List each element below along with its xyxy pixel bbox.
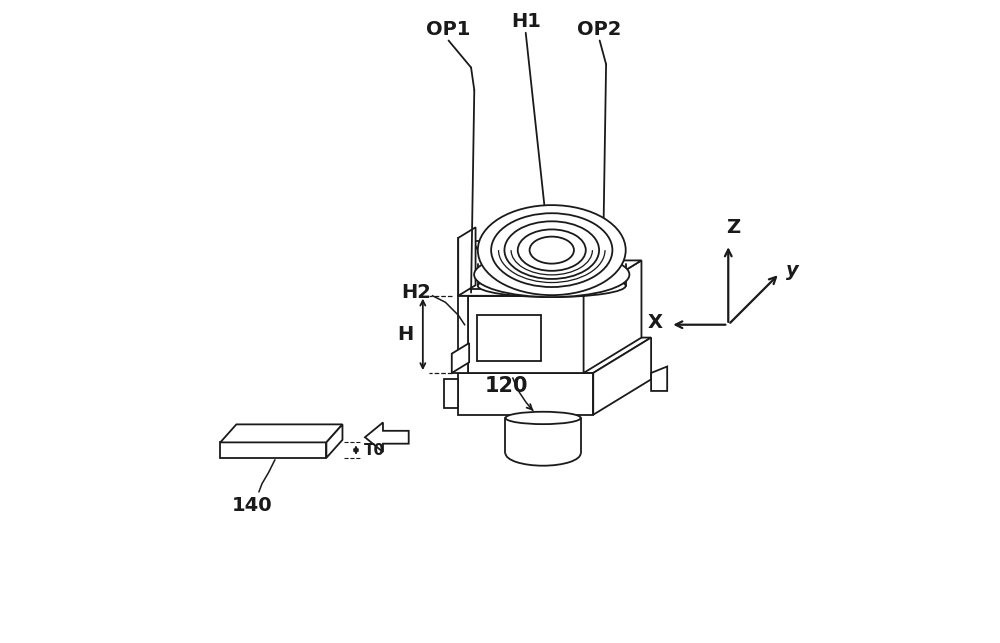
- Polygon shape: [458, 238, 503, 296]
- Polygon shape: [326, 424, 342, 458]
- Text: OP2: OP2: [577, 19, 622, 39]
- Polygon shape: [468, 260, 641, 296]
- Text: 140: 140: [232, 496, 273, 516]
- Polygon shape: [452, 343, 469, 373]
- Polygon shape: [584, 260, 641, 373]
- Polygon shape: [220, 442, 326, 458]
- Text: H2: H2: [401, 283, 431, 302]
- Text: H: H: [397, 325, 413, 344]
- Ellipse shape: [491, 213, 612, 287]
- Polygon shape: [651, 367, 667, 391]
- Ellipse shape: [505, 412, 581, 424]
- Polygon shape: [468, 296, 584, 373]
- Text: OP1: OP1: [426, 19, 471, 39]
- Polygon shape: [458, 338, 651, 373]
- Text: T0: T0: [364, 442, 385, 458]
- Polygon shape: [452, 296, 468, 373]
- Polygon shape: [220, 424, 342, 442]
- Ellipse shape: [478, 275, 626, 297]
- Polygon shape: [458, 373, 593, 415]
- Polygon shape: [593, 338, 651, 415]
- Ellipse shape: [478, 205, 626, 295]
- Polygon shape: [365, 422, 409, 452]
- Text: y: y: [786, 260, 799, 280]
- Ellipse shape: [530, 237, 574, 264]
- Text: 120: 120: [485, 376, 528, 396]
- Ellipse shape: [518, 230, 586, 271]
- Polygon shape: [458, 228, 476, 296]
- Text: X: X: [648, 313, 663, 332]
- Text: Z: Z: [726, 217, 740, 237]
- Ellipse shape: [504, 221, 599, 279]
- Text: H1: H1: [511, 12, 541, 31]
- Ellipse shape: [474, 252, 629, 297]
- Polygon shape: [444, 379, 458, 408]
